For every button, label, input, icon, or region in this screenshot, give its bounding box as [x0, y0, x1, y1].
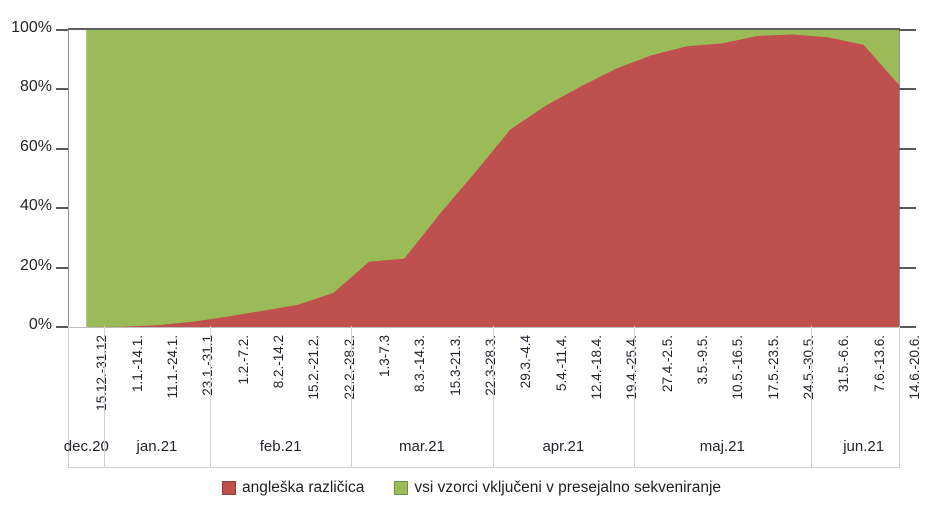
- week-label: 24.5.-30.5.: [800, 335, 816, 400]
- legend-item-all-samples: vsi vzorci vključeni v presejalno sekven…: [394, 479, 721, 497]
- month-label-apr.21: apr.21: [542, 438, 585, 455]
- left-tick-0%: [56, 326, 68, 328]
- y-axis-label-100%: 100%: [11, 19, 52, 36]
- right-tick-0%: [899, 326, 916, 328]
- week-label: 31.5.-6.6.: [836, 335, 852, 393]
- week-label: 11.1.-24.1.: [164, 335, 180, 399]
- week-label: 1.1.-14.1.: [129, 335, 145, 393]
- x-axis: 15.12.-31.12 1.1.-14.1. 11.1.-24.1. 23.1.-3…: [64, 326, 922, 468]
- legend-item-english-variant: angleška različica: [221, 479, 365, 497]
- legend-swatch-red: [221, 481, 236, 495]
- left-tick-40%: [56, 207, 68, 210]
- week-label: 12.4.-18.4.: [588, 335, 604, 400]
- stacked-area-chart: [86, 30, 899, 327]
- week-label: 17.5.-23.5.: [765, 335, 781, 400]
- month-label-jan.21: jan.21: [136, 438, 178, 455]
- week-label: 8.3.-14.3.: [412, 335, 428, 393]
- y-axis-label-20%: 20%: [19, 256, 52, 274]
- week-label: 22.3-28.3.: [482, 335, 498, 396]
- month-label-maj.21: maj.21: [699, 438, 745, 455]
- week-label: 1.3-7.3: [376, 335, 392, 378]
- week-label: 15.12.-31.12: [94, 335, 110, 411]
- legend-swatch-green: [394, 481, 409, 495]
- week-label: 3.5.-9.5.: [694, 335, 710, 385]
- month-label-jun.21: jun.21: [843, 438, 885, 455]
- right-tick-40%: [899, 207, 916, 210]
- week-label: 19.4.-25.4.: [624, 335, 640, 400]
- legend-label-all-samples: vsi vzorci vključeni v presejalno sekven…: [414, 479, 722, 496]
- week-label: 23.1.-31.1: [200, 335, 216, 396]
- area-english-variant: [86, 34, 899, 327]
- y-axis-label-40%: 40%: [19, 197, 52, 215]
- week-label: 15.2.-21.2.: [306, 335, 322, 400]
- right-tick-100%: [899, 29, 916, 31]
- week-label: 7.6.-13.6.: [871, 335, 887, 393]
- left-tick-80%: [56, 88, 68, 91]
- week-label: 14.6.-20.6.: [907, 335, 922, 400]
- right-tick-80%: [899, 88, 916, 91]
- y-axis-label-80%: 80%: [19, 78, 52, 96]
- y-axis-label-60%: 60%: [19, 137, 52, 155]
- month-separator: [492, 326, 494, 467]
- week-label: 8.2.-14.2: [270, 335, 286, 389]
- month-separator: [810, 326, 812, 467]
- month-label-mar.21: mar.21: [399, 438, 445, 455]
- legend-label-english-variant: angleška različica: [241, 479, 365, 496]
- week-label: 29.3.-4.4: [518, 335, 534, 389]
- right-tick-60%: [899, 147, 916, 150]
- month-separator: [351, 326, 353, 467]
- week-label: 10.5.-16.5.: [730, 335, 746, 400]
- week-label: 5.4.-11.4.: [553, 335, 569, 392]
- week-label: 27.4.-2.5.: [659, 335, 675, 393]
- month-separator: [209, 326, 211, 467]
- left-tick-20%: [56, 266, 68, 269]
- left-tick-100%: [56, 29, 68, 31]
- month-separator: [103, 326, 105, 467]
- month-label-dec.20: dec.20: [63, 438, 109, 455]
- month-label-feb.21: feb.21: [259, 438, 302, 455]
- right-tick-20%: [899, 266, 916, 269]
- week-label: 1.2.-7.2.: [235, 335, 251, 385]
- week-label: 22.2.-28.2.: [341, 335, 357, 400]
- week-label: 15.3-21.3.: [447, 335, 463, 396]
- y-axis-label-0%: 0%: [28, 316, 52, 333]
- left-tick-60%: [56, 147, 68, 150]
- plot-area: [56, 28, 916, 328]
- legend: angleška različica vsi vzorci vključeni …: [0, 479, 943, 497]
- month-separator: [633, 326, 635, 467]
